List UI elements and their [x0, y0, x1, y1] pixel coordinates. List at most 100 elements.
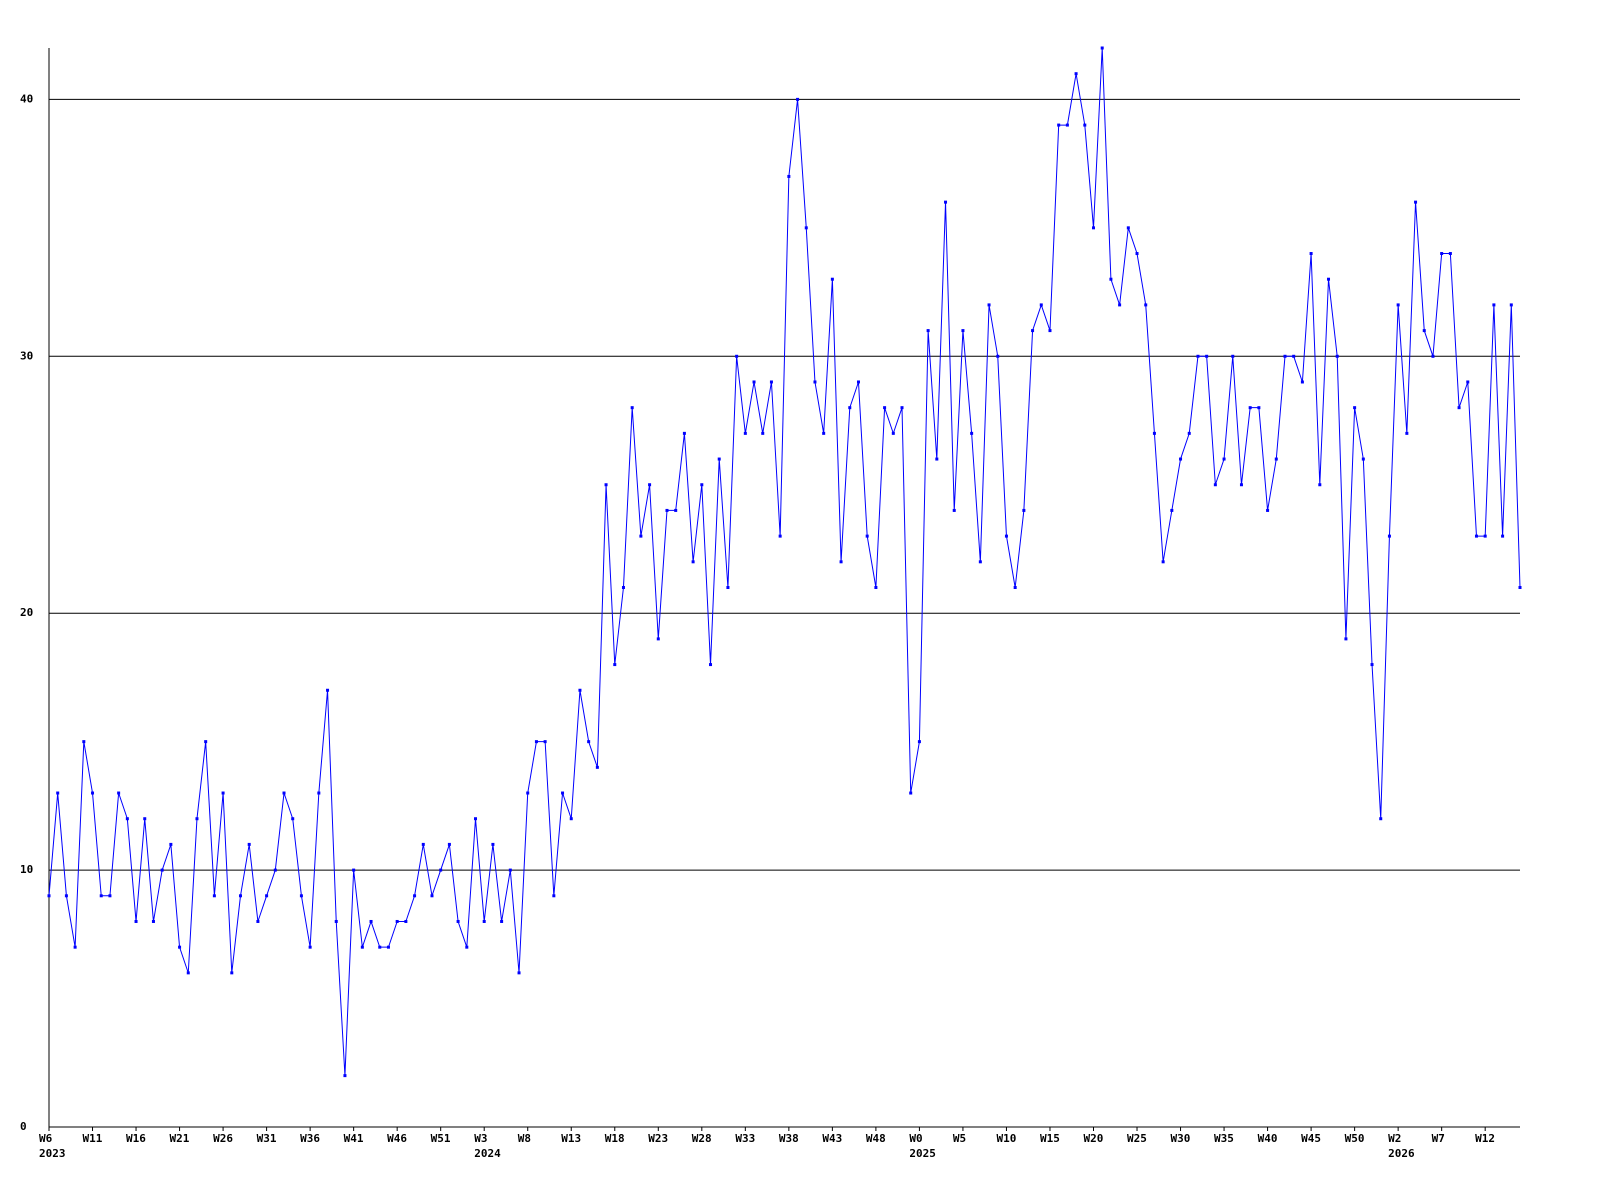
point — [256, 919, 260, 923]
point — [404, 919, 408, 923]
point — [769, 380, 773, 384]
x-tick-label: W7 — [1432, 1132, 1445, 1145]
x-tick-label: W23 — [648, 1132, 668, 1145]
point — [508, 868, 512, 872]
point — [204, 740, 208, 744]
point — [621, 586, 625, 589]
x-tick-label: W41 — [344, 1132, 364, 1145]
point — [595, 765, 599, 769]
point — [839, 560, 843, 564]
point — [47, 894, 51, 898]
point — [439, 868, 443, 872]
point — [1196, 354, 1200, 358]
x-year-label: 2026 — [1388, 1147, 1415, 1160]
point — [639, 534, 643, 538]
point — [743, 431, 747, 435]
point — [343, 1074, 347, 1078]
point — [691, 560, 695, 564]
point — [874, 586, 878, 589]
point — [317, 791, 321, 795]
point — [1483, 534, 1487, 538]
point — [1109, 277, 1113, 281]
point — [952, 508, 956, 512]
x-tick-label: W33 — [735, 1132, 755, 1145]
point — [665, 508, 669, 512]
point — [395, 919, 399, 923]
point — [1396, 303, 1400, 307]
point — [247, 842, 251, 846]
point — [1170, 508, 1174, 512]
point — [1422, 329, 1426, 333]
point — [1466, 380, 1470, 384]
point — [151, 919, 155, 923]
point — [352, 868, 356, 872]
point — [517, 971, 521, 975]
point — [1161, 560, 1165, 564]
point — [848, 406, 852, 410]
point — [552, 894, 556, 898]
point — [447, 842, 451, 846]
x-year-label: 2023 — [39, 1147, 66, 1160]
point — [465, 945, 469, 949]
point — [273, 868, 277, 872]
point — [430, 894, 434, 898]
x-year-label: 2024 — [474, 1147, 501, 1160]
point — [682, 431, 686, 435]
point — [1022, 508, 1026, 512]
y-tick-label: 0 — [20, 1120, 27, 1133]
point — [1135, 252, 1139, 256]
point — [604, 483, 608, 487]
point — [1065, 123, 1069, 127]
point — [56, 791, 60, 795]
point — [91, 791, 95, 795]
point — [491, 842, 495, 846]
x-tick-label: W26 — [213, 1132, 233, 1145]
point — [648, 483, 652, 487]
x-tick-label: W2 — [1388, 1132, 1401, 1145]
point — [1039, 303, 1043, 307]
point — [1091, 226, 1095, 230]
point — [326, 688, 330, 692]
point — [944, 200, 948, 204]
point — [1414, 200, 1418, 204]
point — [1353, 406, 1357, 410]
point — [709, 663, 713, 667]
point — [125, 817, 129, 821]
point — [970, 431, 974, 435]
point — [108, 894, 112, 898]
x-tick-label: W25 — [1127, 1132, 1147, 1145]
point — [82, 740, 86, 744]
point — [735, 354, 739, 358]
point — [917, 740, 921, 744]
point — [212, 894, 216, 898]
point — [299, 894, 303, 898]
point — [804, 226, 808, 230]
point — [1327, 277, 1331, 281]
point — [1431, 354, 1435, 358]
x-tick-label: W36 — [300, 1132, 320, 1145]
point — [482, 919, 486, 923]
x-tick-label: W51 — [431, 1132, 451, 1145]
point — [526, 791, 530, 795]
point — [99, 894, 103, 898]
point — [761, 431, 765, 435]
point — [1501, 534, 1505, 538]
x-tick-label: W28 — [692, 1132, 712, 1145]
point — [500, 919, 504, 923]
point — [1213, 483, 1217, 487]
point — [587, 740, 591, 744]
point — [656, 637, 660, 641]
point — [456, 919, 460, 923]
point — [1318, 483, 1322, 487]
point — [195, 817, 199, 821]
point — [674, 508, 678, 512]
y-tick-label: 30 — [20, 349, 33, 362]
point — [1300, 380, 1304, 384]
x-tick-label: W21 — [170, 1132, 190, 1145]
x-tick-label: W8 — [518, 1132, 531, 1145]
point — [1283, 354, 1287, 358]
point — [778, 534, 782, 538]
x-tick-label: W30 — [1171, 1132, 1191, 1145]
point — [1309, 252, 1313, 256]
point — [978, 560, 982, 564]
